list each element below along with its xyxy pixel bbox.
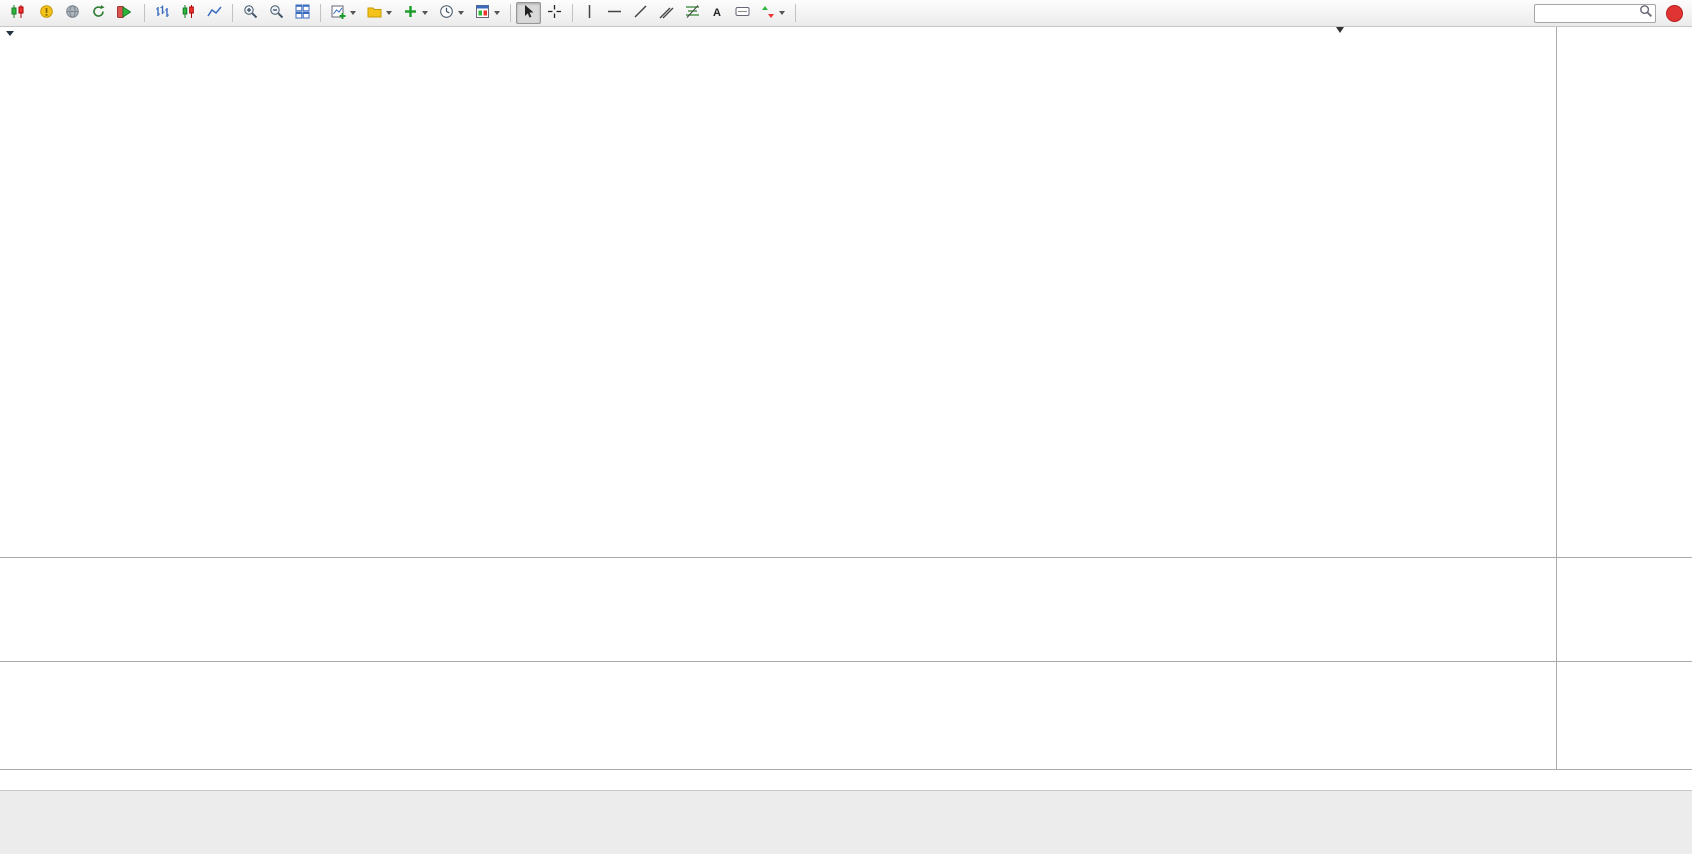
news-button[interactable] xyxy=(60,2,85,24)
price-axis[interactable] xyxy=(1556,27,1692,769)
auto-trading-play-icon xyxy=(117,5,132,22)
cursor-icon xyxy=(521,4,536,22)
periods-button[interactable] xyxy=(434,2,469,24)
templates-button[interactable] xyxy=(470,2,505,24)
new-order-button[interactable] xyxy=(5,2,33,24)
arrow-objects-icon xyxy=(761,5,775,22)
fibonacci-button[interactable] xyxy=(680,2,705,24)
toolbar-separator xyxy=(320,4,321,22)
tile-windows-icon xyxy=(295,4,310,22)
macd-pane-divider[interactable] xyxy=(0,557,1692,558)
search-input[interactable] xyxy=(1537,7,1639,20)
notification-badge[interactable] xyxy=(1666,5,1683,22)
horizontal-line-icon xyxy=(607,5,622,21)
line-chart-button[interactable] xyxy=(202,2,227,24)
bars-chart-button[interactable] xyxy=(150,2,175,24)
window-bottom-area xyxy=(0,790,1692,854)
new-chart-button[interactable] xyxy=(326,2,361,24)
channel-icon xyxy=(659,4,674,22)
chart-menu-icon[interactable] xyxy=(6,31,14,36)
refresh-button[interactable] xyxy=(86,2,111,24)
refresh-icon xyxy=(91,4,106,22)
macd-pane-canvas[interactable] xyxy=(0,558,1556,662)
chart-area[interactable] xyxy=(0,27,1556,769)
price-chart-canvas[interactable] xyxy=(0,27,1556,558)
label-button[interactable] xyxy=(730,2,755,24)
text-button[interactable]: A xyxy=(706,2,729,24)
tile-windows-button[interactable] xyxy=(290,2,315,24)
zoom-in-button[interactable] xyxy=(238,2,263,24)
vertical-line-button[interactable] xyxy=(578,2,601,24)
auto-trading-button[interactable] xyxy=(112,2,139,24)
globe-icon xyxy=(65,4,80,22)
chart-shift-marker-icon[interactable] xyxy=(1336,27,1344,33)
candles-chart-icon xyxy=(181,4,196,22)
search-icon[interactable] xyxy=(1639,4,1653,23)
toolbar-separator xyxy=(232,4,233,22)
rsi-pane-canvas[interactable] xyxy=(0,662,1556,769)
search-box[interactable] xyxy=(1534,4,1656,23)
dropdown-caret-icon xyxy=(779,11,785,15)
rsi-pane-divider[interactable] xyxy=(0,661,1692,662)
new-order-icon xyxy=(10,4,25,22)
horizontal-line-button[interactable] xyxy=(602,2,627,24)
trendline-icon xyxy=(633,4,648,22)
channel-button[interactable] xyxy=(654,2,679,24)
text-label-icon xyxy=(735,5,750,22)
profiles-folder-icon xyxy=(367,4,382,22)
crosshair-button[interactable] xyxy=(542,2,567,24)
svg-text:A: A xyxy=(713,7,721,19)
bars-chart-icon xyxy=(155,4,170,22)
toolbar-separator xyxy=(144,4,145,22)
toolbar-separator xyxy=(510,4,511,22)
profiles-button[interactable] xyxy=(362,2,397,24)
dropdown-caret-icon xyxy=(350,11,356,15)
ohlc-readout xyxy=(6,31,51,36)
toolbar-separator xyxy=(795,4,796,22)
new-chart-icon xyxy=(331,4,346,22)
market-button[interactable] xyxy=(34,2,59,24)
toolbar-separator xyxy=(572,4,573,22)
main-toolbar: A xyxy=(0,0,1692,27)
template-icon xyxy=(475,4,490,22)
text-icon: A xyxy=(711,5,724,22)
dropdown-caret-icon xyxy=(458,11,464,15)
candles-chart-button[interactable] xyxy=(176,2,201,24)
zoom-out-icon xyxy=(269,4,284,22)
indicators-plus-icon xyxy=(403,4,418,22)
vertical-line-icon xyxy=(583,4,596,22)
cursor-button[interactable] xyxy=(516,2,541,24)
clock-icon xyxy=(439,4,454,22)
dropdown-caret-icon xyxy=(422,11,428,15)
zoom-out-button[interactable] xyxy=(264,2,289,24)
dropdown-caret-icon xyxy=(386,11,392,15)
crosshair-icon xyxy=(547,4,562,22)
line-chart-icon xyxy=(207,4,222,22)
indicators-button[interactable] xyxy=(398,2,433,24)
zoom-in-icon xyxy=(243,4,258,22)
arrows-button[interactable] xyxy=(756,2,790,24)
fibonacci-icon xyxy=(685,4,700,22)
trendline-button[interactable] xyxy=(628,2,653,24)
dropdown-caret-icon xyxy=(494,11,500,15)
time-axis[interactable] xyxy=(0,769,1692,790)
market-icon xyxy=(39,4,54,22)
